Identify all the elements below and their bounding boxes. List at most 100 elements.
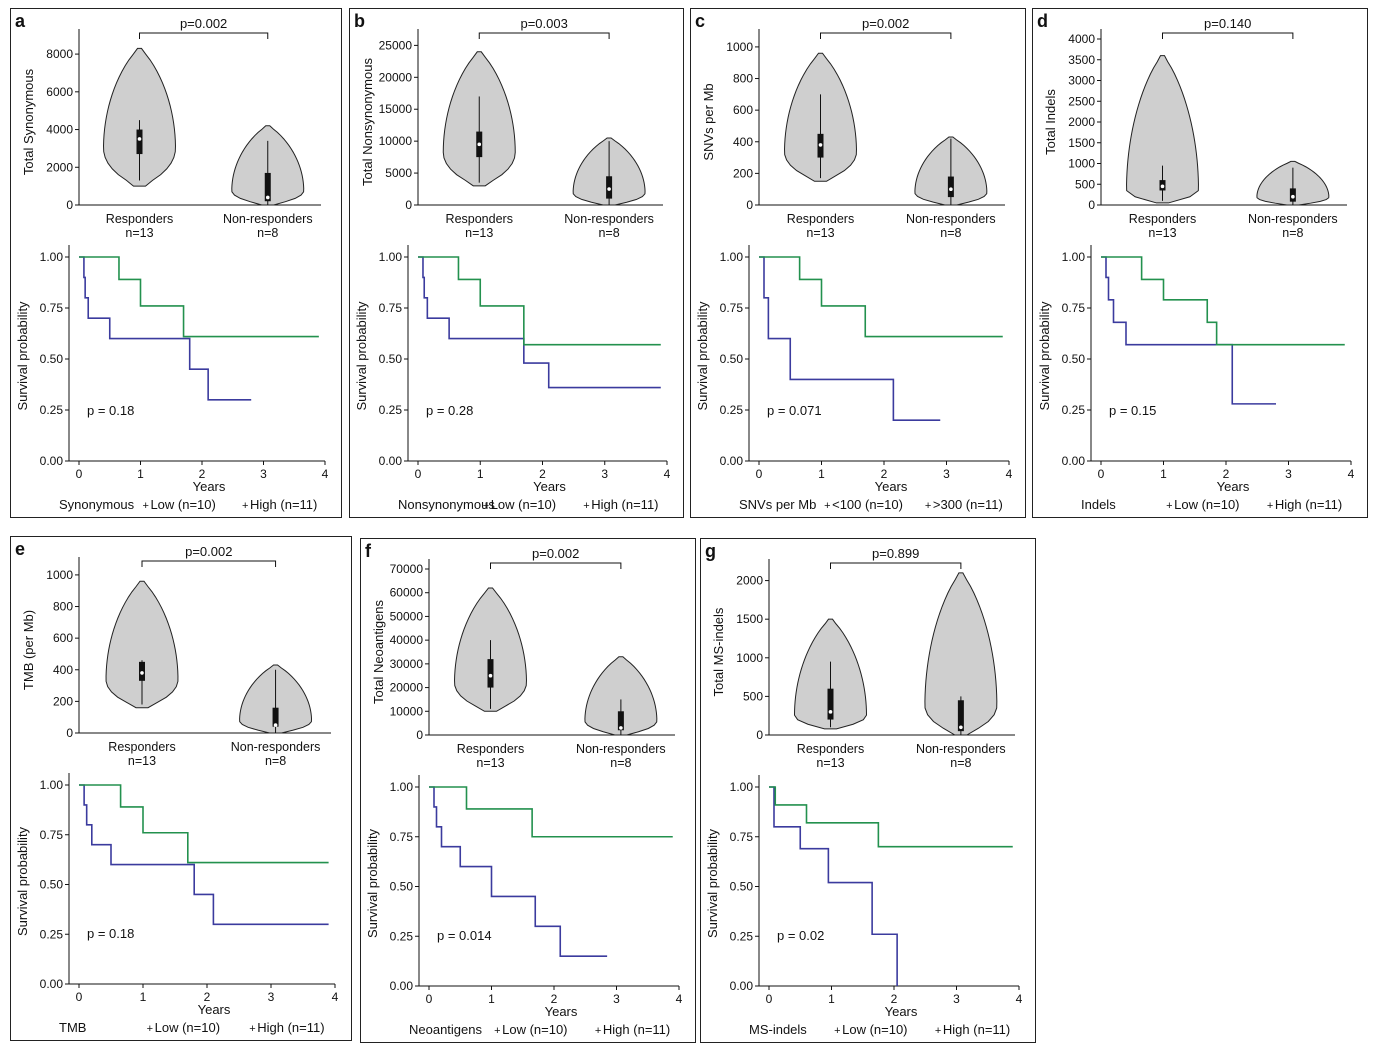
panel-d: d 0 500 1000 1500 2000 2500 3000 3500 4000 Total I… <box>1032 8 1368 518</box>
km-curve-low <box>79 784 329 926</box>
violin-group-label: Non-responders <box>223 212 313 226</box>
km-y-tick-label: 0.75 <box>730 830 754 844</box>
km-pvalue: p = 0.014 <box>437 928 492 943</box>
violin-y-tick-label: 40000 <box>390 633 424 647</box>
km-y-tick-label: 0.25 <box>1062 403 1086 417</box>
km-legend-marker: + <box>824 500 830 512</box>
km-y-tick-label: 0.00 <box>720 454 744 468</box>
km-x-label: Years <box>533 479 566 494</box>
km-x-tick-label: 2 <box>881 467 888 481</box>
panel-svg-g: g 0 500 1000 1500 2000 Total MS-indels Responde… <box>705 541 1023 1037</box>
violin-group-label: Responders <box>787 212 854 226</box>
km-x-tick-label: 4 <box>664 467 671 481</box>
km-y-tick-label: 0.50 <box>40 352 64 366</box>
km-x-tick-label: 0 <box>766 992 773 1006</box>
km-y-label: Survival probability <box>705 828 720 938</box>
violin-y-tick-label: 1000 <box>46 568 73 582</box>
violin-y-tick-label: 1500 <box>736 612 763 626</box>
pvalue-bracket <box>830 562 962 569</box>
km-legend-marker: + <box>1166 500 1172 512</box>
violin-group-label: Responders <box>1129 212 1196 226</box>
km-legend-title: Synonymous <box>59 497 135 512</box>
km-legend-marker: + <box>142 500 148 512</box>
violin-y-tick-label: 1000 <box>736 651 763 665</box>
violin-pvalue: p=0.140 <box>1204 16 1251 31</box>
violin-box <box>272 707 279 727</box>
panel-letter: b <box>354 11 365 31</box>
panel-g: g 0 500 1000 1500 2000 Total MS-indels Responde… <box>700 538 1036 1043</box>
pvalue-bracket <box>478 32 610 39</box>
violin-median <box>828 710 833 714</box>
km-x-tick-label: 3 <box>268 990 275 1004</box>
km-y-tick-label: 1.00 <box>390 780 414 794</box>
panel-svg-b: b 0 5000 10000 15000 20000 25000 Total Nonsynon… <box>354 11 671 512</box>
km-y-tick-label: 0.50 <box>390 880 414 894</box>
km-legend-item: Low (n=10) <box>155 1020 220 1035</box>
violin-y-tick-label: 70000 <box>390 562 424 576</box>
km-y-label: Survival probability <box>695 301 710 411</box>
violin-median <box>619 726 623 730</box>
violin-y-tick-label: 0 <box>405 198 412 212</box>
km-legend-item: High (n=11) <box>943 1022 1010 1037</box>
violin-group-label: Non-responders <box>564 212 654 226</box>
panel-letter: e <box>15 539 25 559</box>
km-y-tick-label: 1.00 <box>720 250 744 264</box>
km-x-label: Years <box>875 479 908 494</box>
km-legend-item: >300 (n=11) <box>933 497 1003 512</box>
violin-y-tick-label: 800 <box>53 600 73 614</box>
km-legend-item: High (n=11) <box>257 1020 324 1035</box>
pvalue-bracket <box>820 32 952 39</box>
violin-y-tick-label: 500 <box>743 689 763 703</box>
violin-group-n: n=13 <box>125 226 153 240</box>
km-x-tick-label: 3 <box>613 992 620 1006</box>
km-y-tick-label: 0.75 <box>1062 301 1086 315</box>
km-legend-marker: + <box>249 1023 255 1035</box>
pvalue-bracket <box>1162 32 1294 39</box>
violin-y-tick-label: 50000 <box>390 609 424 623</box>
panel-svg-d: d 0 500 1000 1500 2000 2500 3000 3500 4000 Total I… <box>1037 11 1355 512</box>
violin-y-tick-label: 500 <box>1075 177 1095 191</box>
km-pvalue: p = 0.071 <box>767 403 822 418</box>
violin-y-tick-label: 2000 <box>1068 115 1095 129</box>
km-curve-low <box>429 786 608 957</box>
km-y-tick-label: 0.75 <box>720 301 744 315</box>
violin-y-tick-label: 400 <box>53 663 73 677</box>
km-legend-marker: + <box>583 500 589 512</box>
violin-group-label: Non-responders <box>231 740 321 754</box>
violin-pvalue: p=0.002 <box>862 16 909 31</box>
km-legend-title: SNVs per Mb <box>739 497 816 512</box>
violin-y-label: SNVs per Mb <box>701 83 716 160</box>
km-y-tick-label: 0.00 <box>379 454 403 468</box>
panel-c: c 0 200 400 600 800 1000 SNVs per Mb Responders n… <box>690 8 1026 518</box>
km-curve-low <box>79 256 252 401</box>
panel-svg-f: f 0 10000 20000 30000 40000 50000 60000 70000 Tot… <box>365 541 683 1037</box>
violin-pvalue: p=0.002 <box>180 16 227 31</box>
km-x-tick-label: 2 <box>1223 467 1230 481</box>
km-x-tick-label: 3 <box>1285 467 1292 481</box>
violin-box <box>957 700 964 732</box>
km-curve-high <box>418 256 661 346</box>
violin-y-tick-label: 1000 <box>1068 157 1095 171</box>
violin-y-tick-label: 8000 <box>46 47 73 61</box>
km-y-tick-label: 0.75 <box>40 828 64 842</box>
km-pvalue: p = 0.28 <box>426 403 473 418</box>
violin-median <box>137 137 142 141</box>
violin-median <box>488 673 493 678</box>
km-legend-item: Low (n=10) <box>491 497 556 512</box>
violin-group-n: n=13 <box>476 756 504 770</box>
km-legend-item: Low (n=10) <box>842 1022 907 1037</box>
violin-pvalue: p=0.003 <box>520 16 567 31</box>
violin-y-tick-label: 20000 <box>390 681 424 695</box>
panel-letter: f <box>365 541 372 561</box>
km-legend-title: MS-indels <box>749 1022 807 1037</box>
violin-y-tick-label: 4000 <box>46 123 73 137</box>
km-x-tick-label: 3 <box>953 992 960 1006</box>
km-legend-item: High (n=11) <box>591 497 658 512</box>
km-x-tick-label: 3 <box>601 467 608 481</box>
panel-letter: c <box>695 11 705 31</box>
km-curve-low <box>1101 256 1276 405</box>
km-x-tick-label: 0 <box>415 467 422 481</box>
km-y-tick-label: 0.75 <box>379 301 403 315</box>
panel-b: b 0 5000 10000 15000 20000 25000 Total Nonsynon… <box>349 8 684 518</box>
